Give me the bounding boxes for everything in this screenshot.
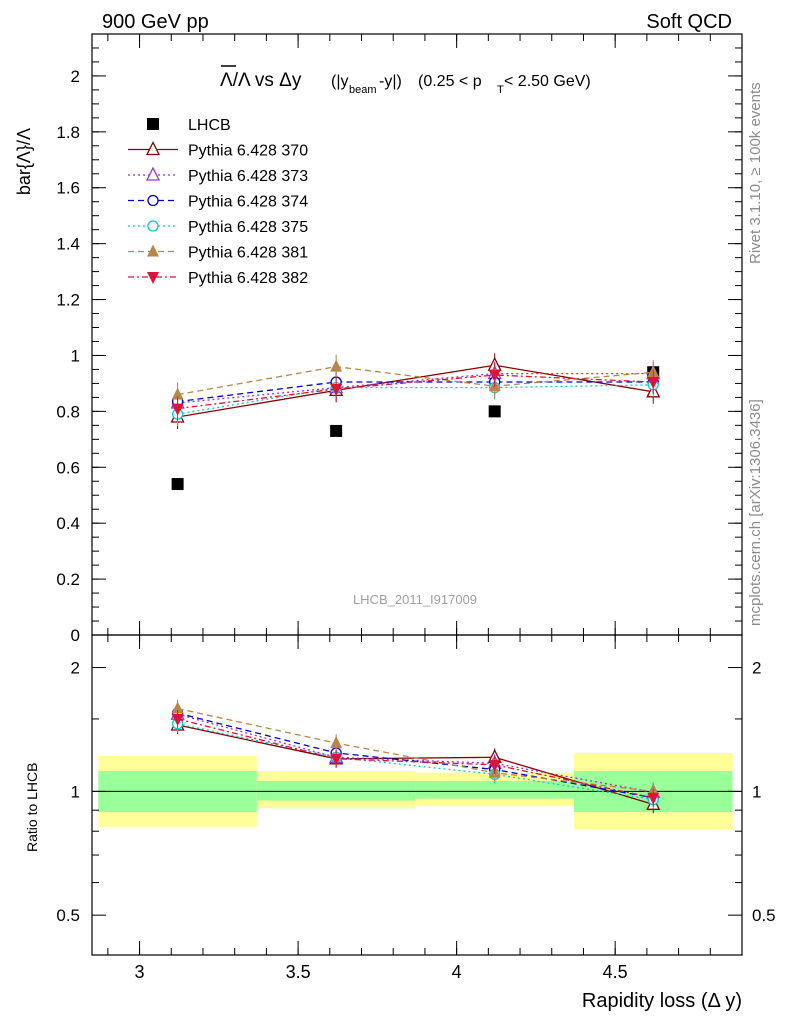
legend-label: Pythia 6.428 370 [188,143,308,160]
data-point [488,405,501,418]
x-axis-label: Rapidity loss (Δ y) [582,990,742,1012]
ratio-panel: 3 3.5 4 4.5 0.5 0.5 1 1 2 2 [56,634,776,982]
title-pt: T [497,84,504,96]
series-line [177,384,654,415]
ratio-band-inner [256,780,416,801]
legend-marker [147,194,159,207]
y-tick-label: 1.4 [56,235,80,254]
ratio-point [171,701,184,714]
legend-label: Pythia 6.428 373 [188,168,308,185]
data-point [330,384,343,397]
ratio-point [171,713,184,726]
y-tick-label: 1 [71,346,80,365]
ratio-y-tick-label: 1 [71,782,80,801]
data-point [330,359,343,372]
ratio-band-inner [415,780,574,799]
data-point [171,403,184,416]
ratio-y-tick-label: 2 [71,659,80,678]
ratio-data-layer [170,699,661,814]
y-tick-label: 0.6 [56,458,80,477]
series-line [177,381,654,403]
legend-marker [145,141,161,156]
legend: LHCB Pythia 6.428 370 Pythia 6.428 373 Pyth… [128,117,308,287]
rivet-info: Rivet 3.1.10, ≥ 100k events [747,82,764,264]
main-title: Λ/Λ vs Δy (|y beam -y|) (0.25 < p T < 2.… [220,65,591,96]
y-tick-label: 0.4 [56,514,80,533]
series-line [177,365,654,396]
title-sub: (|y [331,73,348,90]
y-tick-label: 1.8 [56,123,80,142]
y-axis-label: bar{Λ}/Λ [14,128,34,195]
legend-label: LHCB [188,117,231,134]
ratio-point [330,753,343,766]
legend-marker [147,118,159,130]
ratio-y-tick-label-right: 0.5 [752,906,776,925]
legend-label: Pythia 6.428 381 [188,245,308,262]
ratio-frame [91,634,743,956]
legend-marker [147,272,159,284]
ratio-point [330,736,343,749]
ratio-y-tick-label-right: 1 [752,782,761,801]
title-sub2: -y|) [379,73,402,90]
data-point [488,370,501,383]
ratio-y-tick-label-right: 2 [752,659,761,678]
data-point [171,478,184,491]
legend-marker [147,244,159,257]
x-tick-label: 3 [135,962,145,982]
y-tick-label: 0 [71,626,80,645]
y-tick-label: 0.8 [56,402,80,421]
ratio-y-tick-label: 0.5 [56,906,80,925]
analysis-watermark: LHCB_2011_I917009 [353,592,477,607]
mcplots-info: mcplots.cern.ch [arXiv:1306.3436] [747,399,764,626]
legend-label: Pythia 6.428 375 [188,219,308,236]
x-tick-label: 4.5 [603,962,628,982]
ratio-point [488,759,501,772]
header-left: 900 GeV pp [102,11,209,33]
x-tick-label: 4 [452,962,462,982]
x-tick-label: 3.5 [286,962,311,982]
title-main: Λ/Λ vs Δy [220,70,302,91]
legend-marker [147,220,159,232]
main-panel: 0 0.2 0.4 0.6 0.8 1 1.2 1.4 1.6 1.8 2 [56,33,743,645]
title-range2: < 2.50 GeV) [504,73,591,90]
ratio-y-axis-label: Ratio to LHCB [24,763,40,852]
y-tick-label: 1.6 [56,179,80,198]
title-beam: beam [349,84,377,96]
main-data-layer [170,353,661,491]
y-tick-label: 1.2 [56,291,80,310]
series-line [177,364,654,418]
title-range: (0.25 < p [418,73,482,90]
series-line [177,374,654,410]
legend-label: Pythia 6.428 382 [188,270,308,287]
ratio-point [647,792,660,805]
y-tick-label: 0.2 [56,570,80,589]
data-point [330,424,343,437]
legend-label: Pythia 6.428 374 [188,194,308,211]
ratio-series-line [177,707,654,793]
ratio-series-line [177,723,654,801]
data-point [171,387,184,400]
ratio-series-line [177,718,654,799]
legend-marker [145,166,161,181]
header-right: Soft QCD [646,11,732,33]
y-tick-label: 2 [71,67,80,86]
data-point [647,377,660,390]
